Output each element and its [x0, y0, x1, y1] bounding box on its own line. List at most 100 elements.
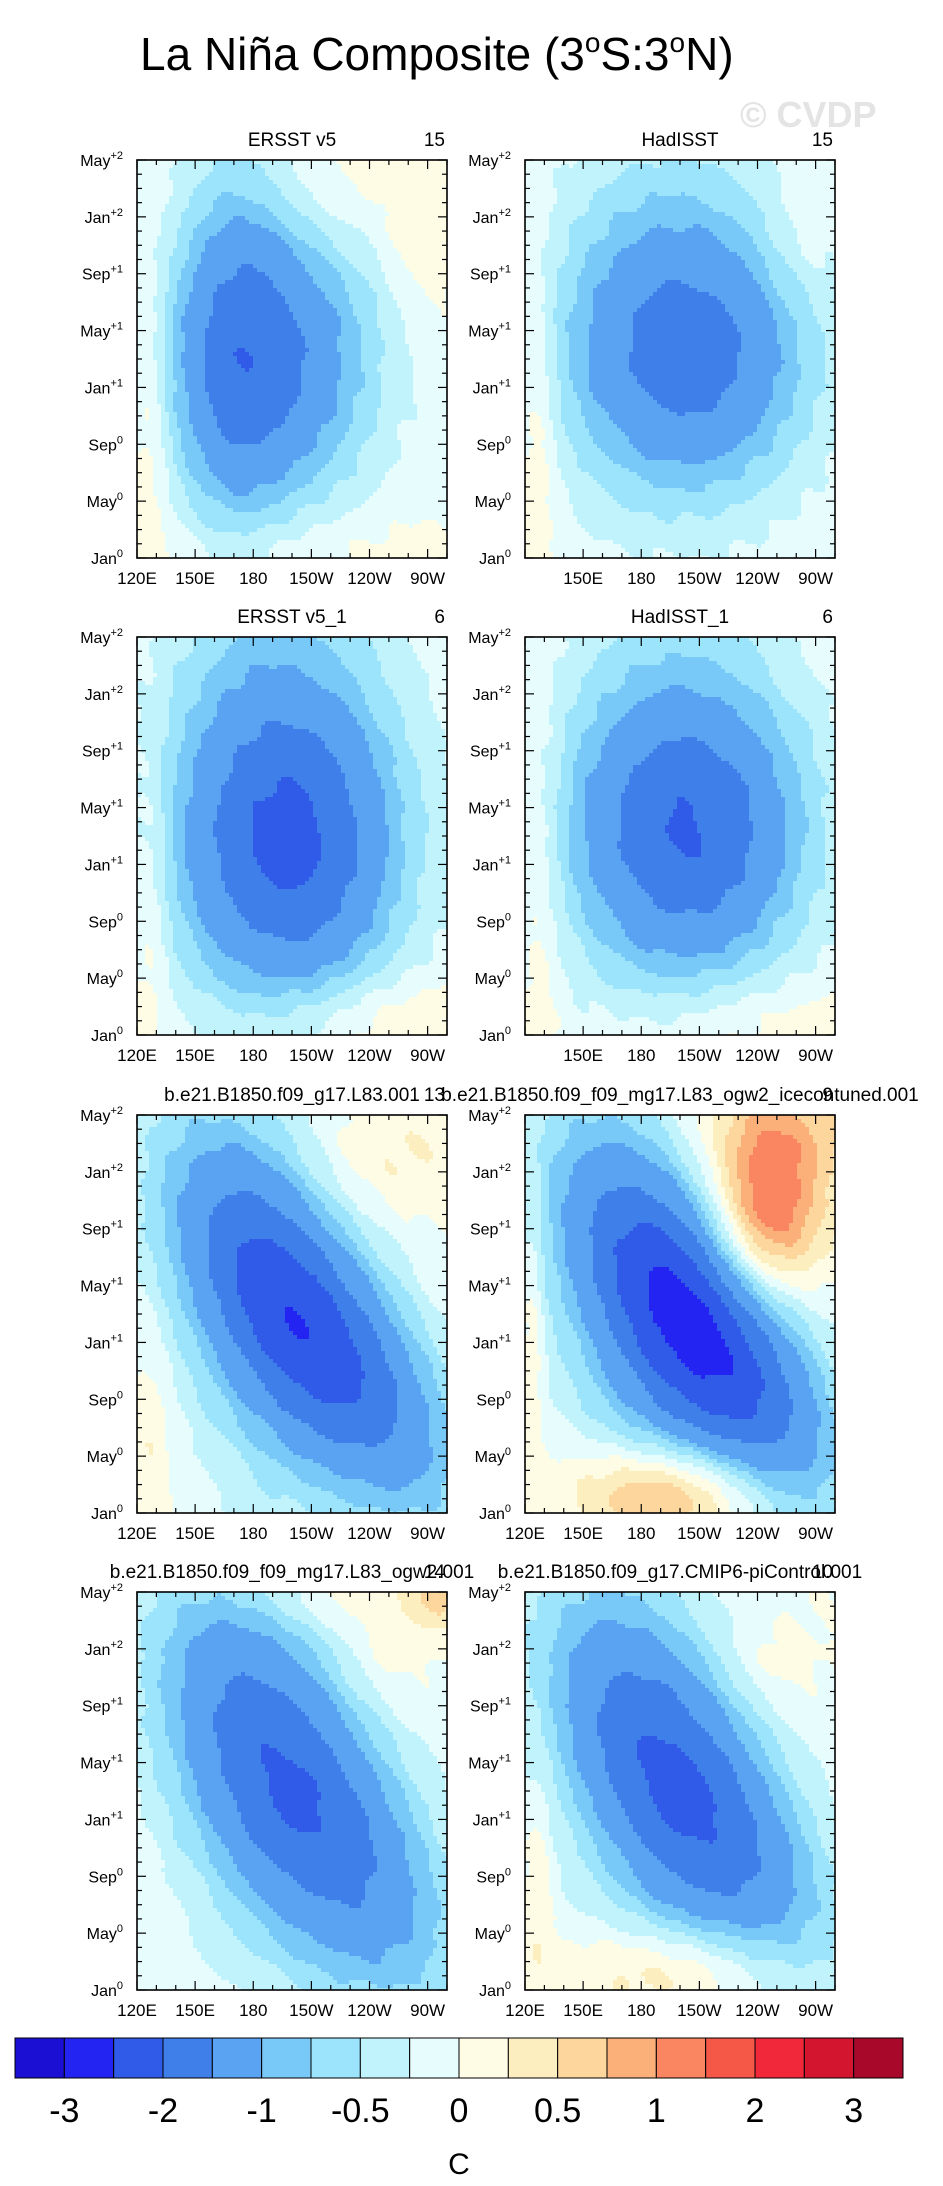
y-tick-label: May+2: [468, 1582, 511, 1602]
x-tick-label: 120W: [347, 1524, 391, 1543]
x-tick-label: 150E: [563, 2001, 603, 2020]
y-tick-label: May0: [475, 491, 511, 511]
y-tick-label: May+1: [468, 321, 511, 341]
x-tick-label: 90W: [798, 569, 833, 588]
y-tick-label: May+1: [468, 1753, 511, 1773]
y-tick-label: May+1: [468, 1276, 511, 1296]
y-tick-label: Jan+1: [473, 377, 511, 397]
y-tick-label: May0: [475, 968, 511, 988]
panel-1: 120E 150E 180 150W 120W 90WJan0May0Sep0Jan+1M…: [80, 130, 449, 588]
y-tick-label: May+1: [80, 321, 123, 341]
colorbar-swatch: [64, 2038, 113, 2078]
x-tick-label: 90W: [798, 1046, 833, 1065]
composite-count: 9: [822, 1085, 833, 1106]
colorbar-label: 1: [647, 2092, 666, 2130]
colorbar-swatch: [508, 2038, 557, 2078]
y-tick-label: Jan+1: [473, 1332, 511, 1352]
colorbar-label: -0.5: [331, 2092, 390, 2130]
y-tick-label: May0: [87, 1923, 123, 1943]
composite-count: 6: [822, 607, 833, 628]
sst-anomaly-field: [525, 1592, 838, 1993]
x-tick-label: 180: [239, 1524, 267, 1543]
y-tick-label: Jan+2: [85, 207, 123, 227]
y-tick-label: Jan+2: [85, 1639, 123, 1659]
colorbar-label: -2: [148, 2092, 178, 2130]
y-tick-label: Jan0: [479, 1503, 511, 1523]
colorbar-swatch: [804, 2038, 853, 2078]
colorbar-label: -1: [247, 2092, 277, 2130]
x-tick-label: 120W: [735, 569, 779, 588]
sst-anomaly-field: [525, 637, 838, 1038]
x-tick-label: 120E: [117, 1046, 157, 1065]
y-tick-label: May+2: [80, 1105, 123, 1125]
x-tick-label: 120W: [347, 569, 391, 588]
colorbar-swatch: [854, 2038, 903, 2078]
y-tick-label: Jan0: [479, 1980, 511, 2000]
panel-2: 150E 180 150W 120W 90WJan0May0Sep0Jan+1May+1…: [468, 130, 837, 588]
y-tick-label: Jan+1: [85, 1809, 123, 1829]
x-tick-label: 90W: [410, 1046, 445, 1065]
sst-anomaly-field: [525, 160, 838, 561]
x-tick-label: 120E: [505, 1524, 545, 1543]
x-tick-label: 150W: [677, 569, 721, 588]
colorbar-swatch: [262, 2038, 311, 2078]
y-tick-label: Sep+1: [470, 1696, 511, 1716]
x-tick-label: 120E: [117, 569, 157, 588]
colorbar-swatch: [360, 2038, 409, 2078]
panel-title: HadISST_1: [631, 607, 729, 628]
y-tick-label: Jan0: [91, 1980, 123, 2000]
y-tick-label: Jan+1: [85, 1332, 123, 1352]
sst-anomaly-field: [137, 637, 450, 1038]
y-tick-label: Jan+2: [473, 1639, 511, 1659]
y-tick-label: Jan0: [91, 1503, 123, 1523]
panel-6: 120E 150E 180 150W 120W 90WJan0May0Sep0Jan+1M…: [441, 1085, 919, 1543]
y-tick-label: May+2: [80, 150, 123, 170]
x-tick-label: 150E: [175, 1046, 215, 1065]
y-tick-label: May+2: [80, 1582, 123, 1602]
colorbar-label: 3: [844, 2092, 863, 2130]
x-tick-label: 90W: [410, 1524, 445, 1543]
colorbar-label: 0: [450, 2092, 469, 2130]
y-tick-label: Jan+2: [473, 207, 511, 227]
sst-anomaly-field: [525, 1115, 838, 1516]
x-tick-label: 120E: [117, 1524, 157, 1543]
y-tick-label: Sep0: [88, 1866, 123, 1886]
colorbar-swatch: [15, 2038, 64, 2078]
x-tick-label: 90W: [410, 569, 445, 588]
x-tick-label: 150W: [289, 569, 333, 588]
y-tick-label: Sep+1: [82, 1219, 123, 1239]
composite-count: 15: [812, 130, 833, 151]
y-tick-label: Sep0: [476, 911, 511, 931]
panel-3: 120E 150E 180 150W 120W 90WJan0May0Sep0Jan+1M…: [80, 607, 449, 1065]
y-tick-label: Sep+1: [82, 264, 123, 284]
composite-count: 15: [424, 130, 445, 151]
sst-anomaly-field: [137, 160, 450, 561]
x-tick-label: 120W: [735, 1046, 779, 1065]
panel-title: b.e21.B1850.f09_g17.CMIP6-piControl.001: [498, 1562, 862, 1583]
x-tick-label: 150E: [563, 569, 603, 588]
x-tick-label: 150E: [175, 2001, 215, 2020]
panel-title: b.e21.B1850.f09_f09_mg17.L83_ogw2.001: [110, 1562, 474, 1583]
x-tick-label: 150W: [289, 1524, 333, 1543]
y-tick-label: May0: [87, 1446, 123, 1466]
y-tick-label: May+1: [80, 1276, 123, 1296]
y-tick-label: Jan0: [91, 548, 123, 568]
x-tick-label: 120W: [735, 2001, 779, 2020]
x-tick-label: 180: [239, 569, 267, 588]
x-tick-label: 180: [627, 2001, 655, 2020]
y-tick-label: Sep0: [88, 1389, 123, 1409]
panel-title: ERSST v5_1: [237, 607, 346, 628]
x-tick-label: 120W: [735, 1524, 779, 1543]
y-tick-label: May+1: [80, 1753, 123, 1773]
colorbar-units: C: [448, 2148, 470, 2181]
colorbar-swatch: [755, 2038, 804, 2078]
y-tick-label: Sep+1: [470, 741, 511, 761]
watermark: © CVDP: [740, 94, 877, 135]
x-tick-label: 150W: [677, 1524, 721, 1543]
x-tick-label: 180: [627, 1046, 655, 1065]
y-tick-label: Sep+1: [82, 741, 123, 761]
x-tick-label: 150W: [289, 2001, 333, 2020]
y-tick-label: May0: [87, 491, 123, 511]
y-tick-label: Jan+2: [85, 684, 123, 704]
y-tick-label: Jan+1: [473, 1809, 511, 1829]
